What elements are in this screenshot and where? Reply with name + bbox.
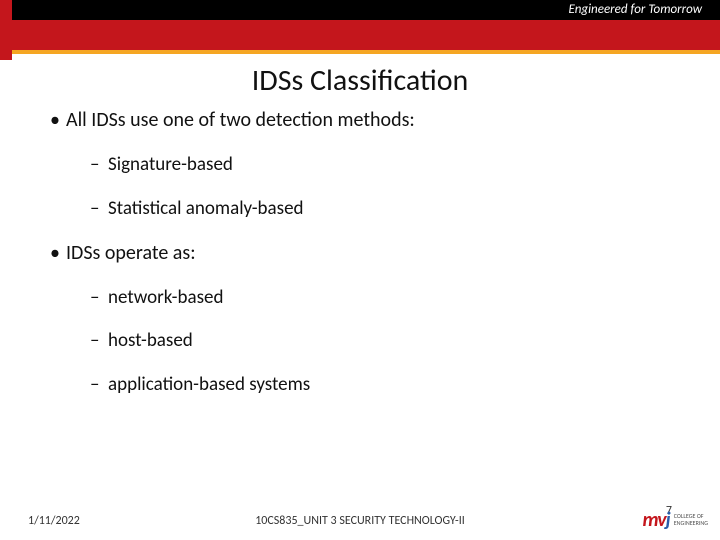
bullet-dash-icon: – — [90, 373, 108, 397]
slide: Engineered for Tomorrow IDSs Classificat… — [0, 0, 720, 540]
bullet-text: Statistical anomaly-based — [108, 197, 304, 221]
bullet-level2: – Signature-based — [90, 153, 680, 177]
slide-title: IDSs Classification — [0, 62, 720, 99]
header-underline — [0, 50, 720, 54]
bullet-text: application-based systems — [108, 373, 310, 397]
footer-logo: mvj COLLEGE OF ENGINEERING — [642, 508, 708, 532]
footer-center-text: 10CS835_UNIT 3 SECURITY TECHNOLOGY-II — [0, 514, 720, 528]
header-left-accent — [0, 0, 12, 60]
bullet-level2: – Statistical anomaly-based — [90, 197, 680, 221]
header-tagline: Engineered for Tomorrow — [568, 0, 702, 20]
slide-body: • All IDSs use one of two detection meth… — [50, 108, 680, 417]
bullet-level1: • IDSs operate as: — [50, 241, 680, 266]
logo-mark: mvj — [642, 508, 669, 532]
bullet-dash-icon: – — [90, 197, 108, 221]
bullet-level2: – host-based — [90, 329, 680, 353]
bullet-text: All IDSs use one of two detection method… — [66, 108, 415, 133]
bullet-text: host-based — [108, 329, 193, 353]
bullet-level2: – application-based systems — [90, 373, 680, 397]
bullet-level1: • All IDSs use one of two detection meth… — [50, 108, 680, 133]
logo-sub-line2: ENGINEERING — [674, 519, 708, 527]
bullet-text: network-based — [108, 286, 223, 310]
bullet-dot-icon: • — [50, 108, 66, 133]
bullet-dot-icon: • — [50, 241, 66, 266]
logo-subtext: COLLEGE OF ENGINEERING — [674, 513, 708, 526]
bullet-dash-icon: – — [90, 329, 108, 353]
bullet-text: Signature-based — [108, 153, 233, 177]
header-red-banner — [0, 20, 720, 50]
bullet-level2: – network-based — [90, 286, 680, 310]
bullet-dash-icon: – — [90, 286, 108, 310]
logo-mark-accent: j — [666, 508, 670, 532]
logo-mark-main: mv — [642, 508, 665, 532]
bullet-text: IDSs operate as: — [66, 241, 196, 266]
bullet-dash-icon: – — [90, 153, 108, 177]
